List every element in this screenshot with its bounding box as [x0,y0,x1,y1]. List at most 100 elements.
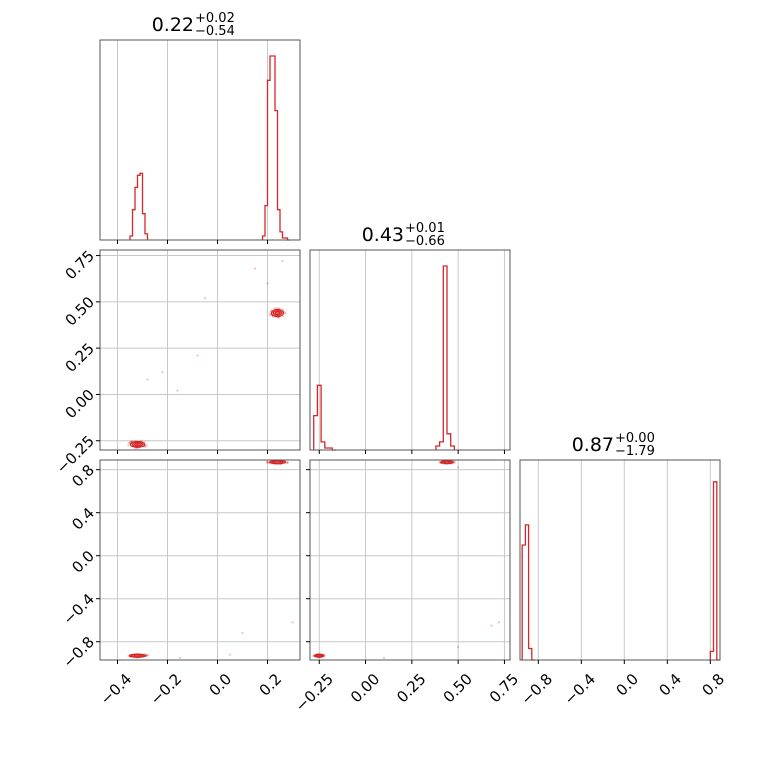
scatter-point [135,443,139,446]
scatter-point [136,443,139,446]
y-tick-label: 0.75 [62,247,98,283]
title-value: 0.87 [572,434,614,456]
scatter-point [269,313,272,316]
scatter-point [383,656,386,659]
density-contour [133,653,142,658]
scatter-point [204,297,206,300]
scatter-point [265,460,269,463]
x-tick-label: 0.0 [206,670,236,700]
scatter-point [136,443,140,446]
x-tick-label: 0.25 [393,670,429,706]
scatter-point [254,267,256,270]
y-tick-label: 0.50 [62,293,98,329]
scatter-point [146,654,150,657]
scatter-point [291,621,294,624]
density-contour [134,442,141,447]
y-tick-label: 0.00 [62,386,98,422]
title-plus: +0.00 [615,431,655,446]
x-tick-label: −0.4 [561,670,599,708]
title-minus: −1.79 [615,444,655,459]
scatter-point [284,312,287,315]
scatter-point [282,315,285,318]
scatter-point [490,624,493,627]
x-tick-label: −0.8 [518,670,556,708]
scatter-point [318,654,321,657]
scatter-point [318,654,321,658]
histogram-panel-1 [309,249,511,451]
scatter-point [285,461,288,464]
histogram-panel-2 [519,459,721,661]
y-tick-label: 0.25 [62,339,98,375]
scatter-point [457,466,460,469]
scatter-point [312,654,315,657]
scatter-point [286,461,290,464]
y-tick-label: 0.0 [68,547,98,577]
x-tick-label: 0.2 [256,670,286,700]
scatter-point [266,282,269,285]
scatter-point [274,307,277,310]
scatter-point [445,461,448,464]
scatter-point [241,632,244,635]
scatter-point [497,621,500,624]
histogram-step-2 [521,481,720,661]
x-tick-label: −0.25 [292,670,337,715]
scatter-point [267,461,270,464]
panel-frame [519,459,721,661]
panel-frame [99,249,301,451]
y-tick-label: 0.4 [68,504,98,534]
scatter-point [126,444,130,447]
x-tick-label: 0.00 [347,670,383,706]
scatter-point [438,460,441,464]
scatter-point [453,460,456,463]
scatter-point [161,371,164,374]
x-tick-label: 0.0 [612,670,642,700]
scatter-point [127,442,130,445]
scatter-point [278,316,281,319]
scatter-panel-1-2 [309,459,511,661]
scatter-point [136,443,139,446]
scatter-point [317,654,321,657]
density-contour [274,310,281,316]
scatter-point [457,646,460,649]
scatter-point [285,461,288,464]
param-title-1: 0.43 +0.01−0.66 [362,221,445,249]
x-tick-label: 0.75 [486,670,522,706]
y-tick-label: −0.8 [60,633,98,671]
scatter-point [281,260,284,263]
x-tick-label: 0.4 [655,670,685,700]
density-contour [273,460,282,465]
scatter-point [266,461,270,465]
title-minus: −0.54 [195,24,235,39]
title-plus: +0.02 [195,11,235,26]
scatter-point [179,656,181,659]
scatter-point [146,378,149,381]
scatter-point [269,312,272,315]
title-minus: −0.66 [405,234,445,249]
scatter-point [281,308,284,311]
y-tick-label: −0.4 [60,590,98,628]
x-tick-label: −0.2 [147,670,185,708]
param-title-2: 0.87 +0.00−1.79 [572,431,655,459]
scatter-panel-0-2 [99,459,301,661]
scatter-point [229,653,231,656]
histogram-panel-0 [99,39,301,241]
x-tick-label: 0.8 [698,670,728,700]
scatter-point [196,354,199,357]
scatter-point [446,460,449,463]
scatter-point [266,460,270,464]
scatter-point [146,654,149,657]
title-value: 0.22 [152,14,194,36]
histogram-step-0 [129,55,290,241]
histogram-step-1 [313,265,456,451]
scatter-point [269,313,272,316]
panel-frame [309,249,511,451]
scatter-point [265,461,268,464]
density-contour [444,460,450,465]
scatter-point [144,445,147,448]
x-tick-label: −0.4 [97,670,135,708]
scatter-point [136,443,139,446]
scatter-point [276,460,279,463]
panel-frame [309,459,511,661]
scatter-point [176,389,179,392]
